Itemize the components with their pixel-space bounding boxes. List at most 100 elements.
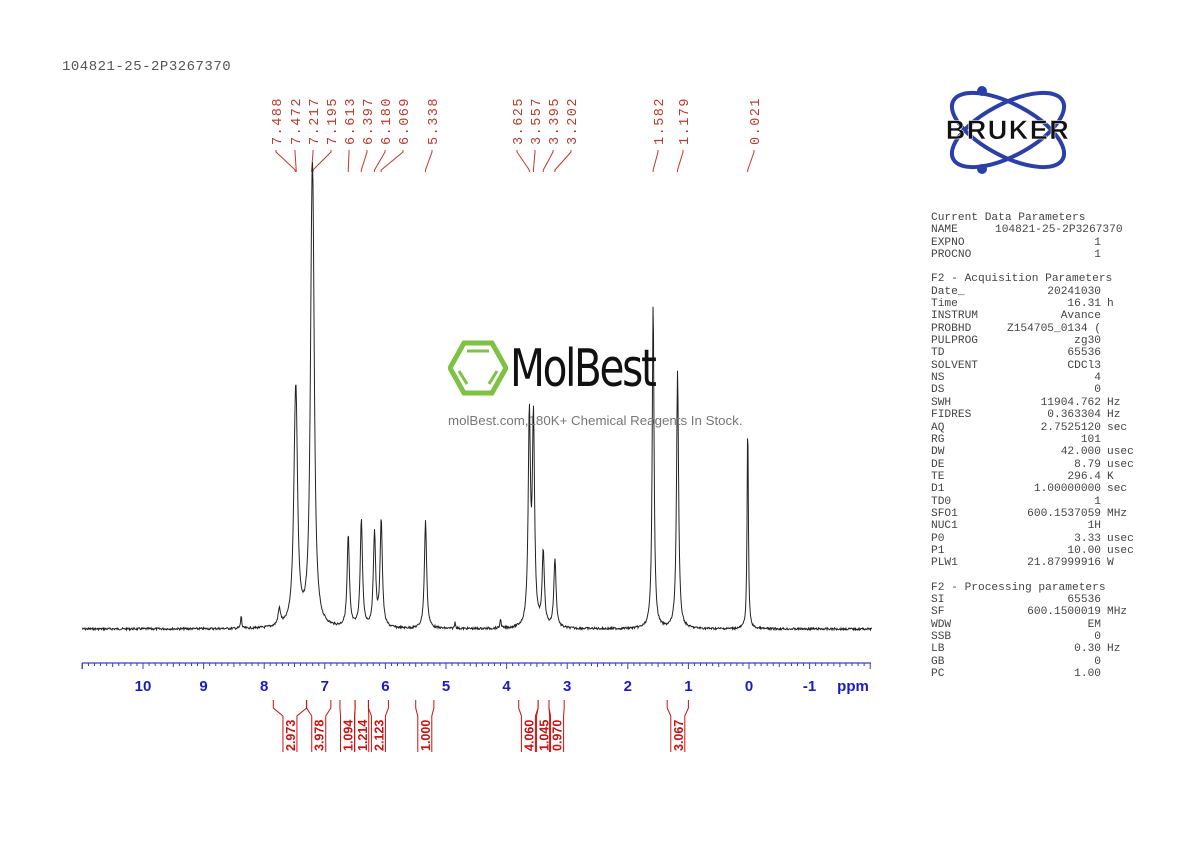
param-unit: Hz	[1107, 643, 1121, 656]
peak-shift-label: 1.179	[678, 97, 693, 145]
param-value: 3.33	[1074, 532, 1101, 545]
param-row: PLW1 21.87999916 W	[931, 557, 1134, 569]
integral-value: 2.973	[284, 720, 298, 751]
param-key: LB	[931, 643, 945, 656]
sample-name-title: 104821-25-2P3267370	[62, 59, 232, 75]
param-row: NUC1 1H	[931, 520, 1134, 532]
param-key: NAME	[931, 224, 958, 237]
benzene-hexagon-icon	[448, 340, 508, 396]
param-row: SI 65536	[931, 594, 1134, 606]
param-value: 1H	[1087, 520, 1101, 533]
axis-tick-label: 9	[199, 678, 207, 695]
peak-leader-line	[425, 150, 433, 172]
param-unit	[1101, 619, 1107, 631]
axis-tick-label: 0	[745, 678, 753, 695]
param-row: PC 1.00	[931, 668, 1134, 680]
peak-shift-label: 7.488	[271, 97, 286, 145]
param-row: P1 10.00 usec	[931, 545, 1134, 557]
param-value: 1	[1094, 249, 1101, 262]
param-value: 21.87999916	[1027, 557, 1101, 570]
param-key: RG	[931, 433, 945, 446]
param-unit	[1101, 323, 1107, 335]
param-key: Date_	[931, 285, 965, 298]
bruker-wordmark: BRUKER	[946, 115, 1071, 145]
param-value: 2.7525120	[1040, 421, 1101, 434]
axis-tick-label: 2	[624, 678, 632, 695]
axis-tick-label: 6	[381, 678, 389, 695]
param-key: PULPROG	[931, 335, 978, 348]
param-value: 600.1537059	[1027, 507, 1101, 520]
param-row: NAME 104821-25-2P3267370	[931, 224, 1134, 236]
param-unit: Hz	[1107, 409, 1121, 422]
param-unit	[1101, 347, 1107, 359]
peak-shift-label: 3.625	[512, 97, 527, 145]
param-unit: sec	[1107, 483, 1128, 496]
param-key: TD	[931, 347, 945, 360]
peak-shift-label: 7.195	[326, 97, 341, 145]
peak-shift-label: 0.021	[749, 97, 764, 145]
peak-shift-label: 5.338	[427, 97, 442, 145]
param-unit: MHz	[1107, 507, 1128, 520]
peak-leader-line	[532, 150, 536, 172]
param-unit	[1101, 656, 1107, 668]
param-group-title: F2 - Acquisition Parameters	[931, 273, 1113, 286]
param-unit	[1101, 384, 1107, 396]
param-unit: Hz	[1107, 396, 1121, 409]
integral-group: 2.973 3.978 1.094 1.214 2.123 1.000 4.060 1.045…	[272, 700, 689, 752]
watermark-brand: MolBest	[510, 339, 657, 399]
peak-leader-line	[380, 150, 404, 172]
param-key: INSTRUM	[931, 310, 978, 323]
param-row: Date_ 20241030	[931, 286, 1134, 298]
param-key: TD0	[931, 495, 952, 508]
param-key: SI	[931, 593, 945, 606]
param-value: 1.00000000	[1033, 483, 1101, 496]
param-unit	[1101, 434, 1107, 446]
peak-leader-line	[312, 150, 332, 172]
param-row: DE 8.79 usec	[931, 459, 1134, 471]
param-row: D1 1.00000000 sec	[931, 483, 1134, 495]
param-key: EXPNO	[931, 236, 965, 249]
peak-leader-line	[360, 150, 368, 172]
param-key: AQ	[931, 421, 945, 434]
param-key: DW	[931, 446, 945, 459]
param-row: SSB 0	[931, 631, 1134, 643]
param-unit: usec	[1107, 544, 1134, 557]
integral-value: 3.067	[672, 720, 686, 751]
param-group: Current Data Parameters NAME 104821-25-2P3…	[931, 212, 1134, 261]
param-unit	[1101, 496, 1107, 508]
param-row: TE 296.4 K	[931, 471, 1134, 483]
param-key: DS	[931, 384, 945, 397]
param-key: PLW1	[931, 557, 958, 570]
param-unit	[1101, 631, 1107, 643]
param-unit: h	[1107, 298, 1114, 311]
peak-shift-label: 6.180	[380, 97, 395, 145]
integral-value: 1.045	[538, 720, 552, 751]
param-row: PROCNO 1	[931, 249, 1134, 261]
param-row: TD 65536	[931, 347, 1134, 359]
param-row: LB 0.30 Hz	[931, 643, 1134, 655]
param-row: INSTRUM Avance	[931, 310, 1134, 322]
param-key: SF	[931, 606, 945, 619]
param-unit: sec	[1107, 421, 1128, 434]
peak-leader-line	[373, 150, 386, 172]
param-key: NS	[931, 372, 945, 385]
param-unit	[1101, 372, 1107, 384]
param-key: PROBHD	[931, 322, 972, 335]
peak-leader-line	[294, 150, 297, 172]
param-value: 4	[1094, 372, 1101, 385]
peak-leader-line	[554, 150, 572, 172]
param-unit	[1101, 224, 1107, 236]
param-row: WDW EM	[931, 619, 1134, 631]
param-row: SOLVENT CDCl3	[931, 360, 1134, 372]
param-key: SWH	[931, 396, 952, 409]
peak-leader-line	[516, 150, 530, 172]
param-key: DE	[931, 458, 945, 471]
watermark-tagline: molBest.com,180K+ Chemical Reagents In S…	[448, 413, 743, 428]
param-unit: MHz	[1107, 606, 1128, 619]
param-unit: W	[1107, 557, 1114, 570]
param-value: EM	[1087, 618, 1101, 631]
param-row: NS 4	[931, 372, 1134, 384]
param-row: TD0 1	[931, 496, 1134, 508]
integral-value: 3.978	[313, 720, 327, 751]
